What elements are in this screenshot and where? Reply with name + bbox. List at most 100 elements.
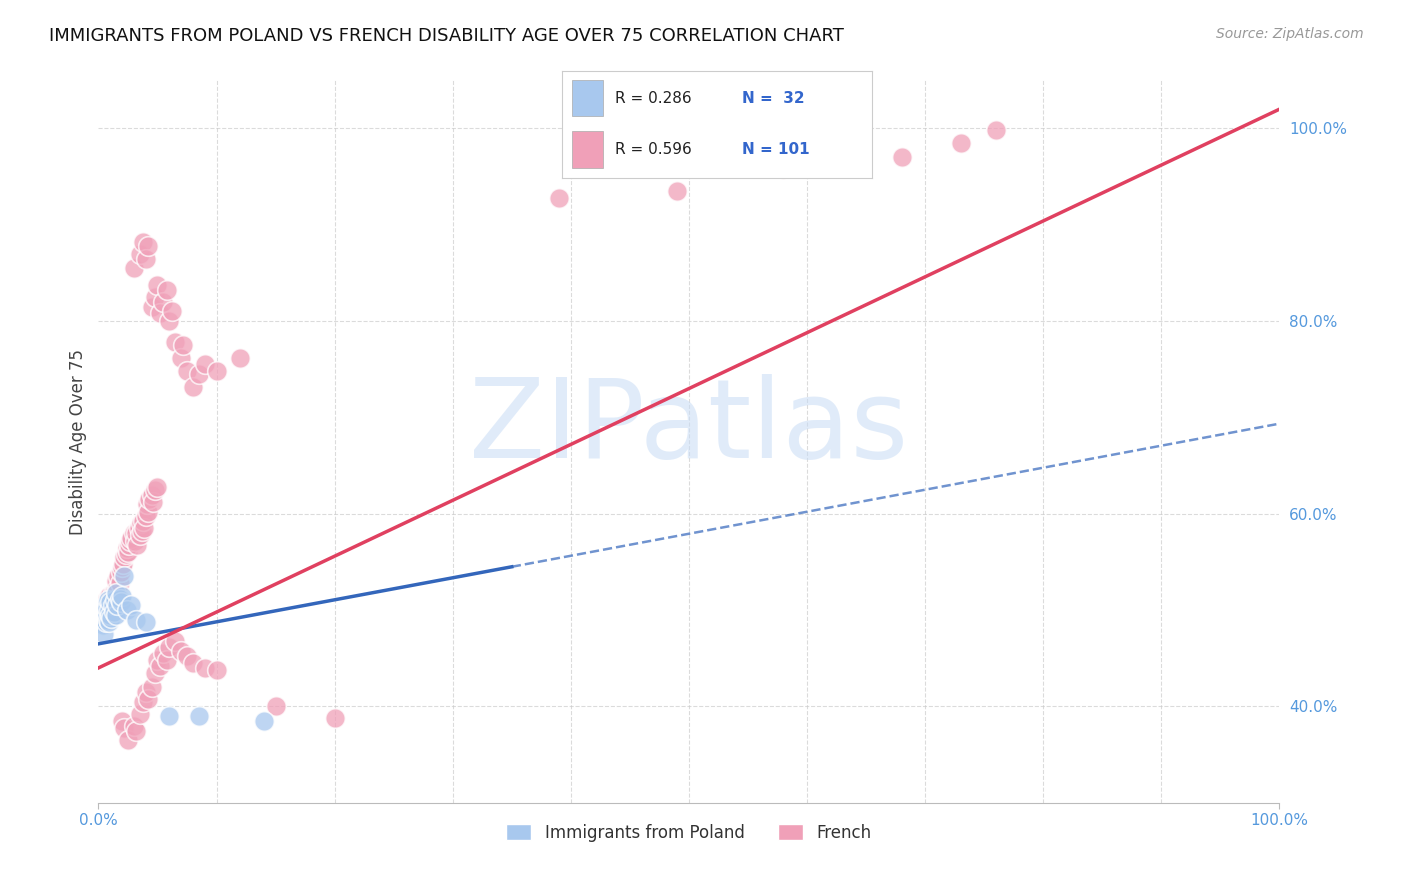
Point [94, 599, 117, 613]
Point [157, 709, 180, 723]
Point [156, 653, 179, 667]
Point [141, 487, 163, 501]
Point [98, 589, 121, 603]
Point [128, 528, 150, 542]
Text: N = 101: N = 101 [742, 142, 810, 157]
Point [129, 516, 152, 531]
Point [103, 605, 125, 619]
Point [96, 607, 118, 622]
Point [111, 589, 134, 603]
Point [125, 526, 148, 541]
Point [96, 601, 118, 615]
Point [98, 593, 121, 607]
Point [176, 364, 198, 378]
Point [132, 695, 155, 709]
Point [141, 300, 163, 314]
Point [323, 711, 346, 725]
Point [124, 533, 146, 548]
Point [105, 574, 128, 589]
FancyBboxPatch shape [572, 131, 603, 168]
Point [105, 589, 128, 603]
Point [146, 480, 169, 494]
Point [160, 304, 183, 318]
Point [115, 603, 138, 617]
Point [98, 603, 121, 617]
Point [114, 547, 136, 561]
Point [97, 599, 120, 613]
Point [134, 521, 156, 535]
Point [666, 184, 689, 198]
Point [949, 136, 972, 150]
Point [135, 615, 157, 629]
Point [91, 617, 114, 632]
Point [115, 541, 138, 555]
Point [105, 599, 128, 613]
Point [548, 191, 571, 205]
Point [135, 252, 157, 266]
Point [181, 656, 204, 670]
Point [128, 521, 150, 535]
Point [157, 640, 180, 654]
Point [98, 603, 121, 617]
Point [112, 557, 135, 571]
Point [143, 483, 166, 497]
Point [136, 691, 159, 706]
Point [104, 593, 127, 607]
Legend: Immigrants from Poland, French: Immigrants from Poland, French [499, 817, 879, 848]
Point [105, 582, 128, 596]
Point [94, 607, 117, 622]
Point [103, 595, 125, 609]
Point [94, 615, 117, 629]
Text: Source: ZipAtlas.com: Source: ZipAtlas.com [1216, 27, 1364, 41]
Point [890, 150, 912, 164]
Point [264, 699, 287, 714]
Point [146, 653, 169, 667]
Point [170, 643, 193, 657]
Point [105, 586, 128, 600]
Point [111, 559, 134, 574]
Point [136, 505, 159, 519]
Point [194, 661, 217, 675]
Point [117, 545, 139, 559]
Point [117, 817, 139, 831]
Point [97, 593, 120, 607]
Point [91, 607, 114, 622]
Point [229, 351, 252, 365]
Point [110, 595, 132, 609]
Point [187, 367, 209, 381]
Point [122, 526, 145, 541]
Point [125, 613, 148, 627]
Point [157, 314, 180, 328]
Point [176, 649, 198, 664]
Point [128, 707, 150, 722]
Point [181, 379, 204, 393]
Point [91, 611, 114, 625]
Point [132, 235, 155, 249]
Point [98, 615, 121, 629]
Point [111, 714, 134, 728]
Point [141, 680, 163, 694]
Point [98, 595, 121, 609]
Point [127, 538, 149, 552]
Point [156, 283, 179, 297]
Point [125, 723, 148, 738]
Point [112, 721, 135, 735]
Point [121, 599, 143, 613]
Point [107, 569, 129, 583]
Point [772, 161, 794, 176]
Point [104, 583, 127, 598]
Point [91, 613, 114, 627]
Point [93, 605, 115, 619]
Point [101, 586, 124, 600]
Text: ZIPatlas: ZIPatlas [470, 374, 908, 481]
Point [121, 531, 143, 545]
Point [100, 611, 122, 625]
Point [187, 709, 209, 723]
Point [170, 351, 193, 365]
Point [108, 576, 131, 591]
FancyBboxPatch shape [572, 80, 603, 116]
Point [131, 524, 153, 538]
Point [100, 601, 122, 615]
Point [110, 565, 132, 579]
Point [93, 615, 115, 629]
